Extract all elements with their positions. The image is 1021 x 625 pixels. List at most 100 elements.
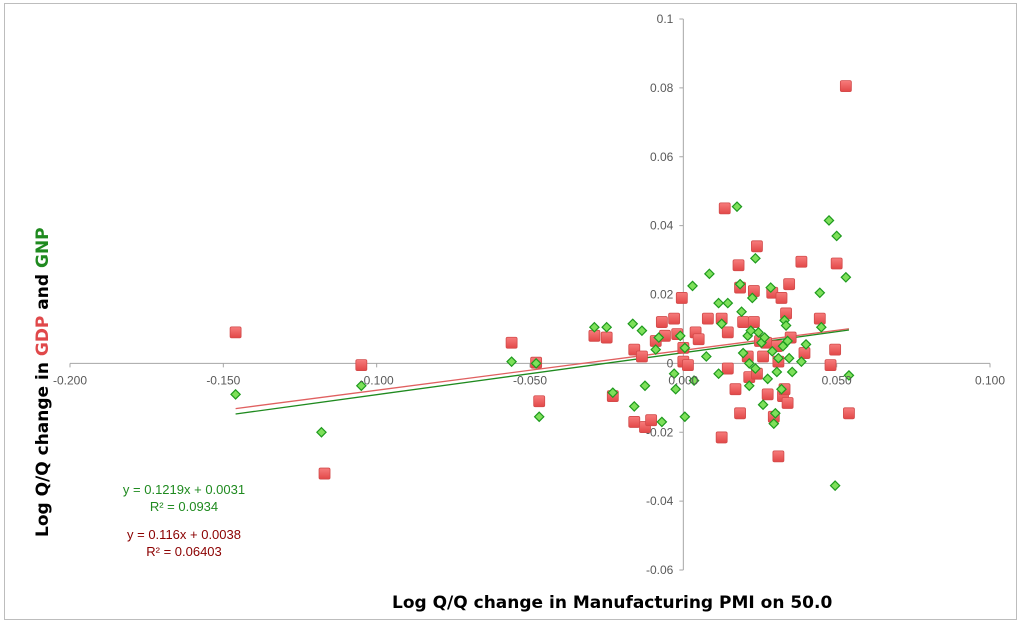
gdp-trend-r2: R² = 0.06403	[146, 544, 222, 559]
gnp-point	[737, 347, 749, 359]
gnp-point	[355, 380, 367, 392]
gnp-point	[768, 418, 780, 430]
gnp-point	[679, 342, 691, 354]
gnp-point	[506, 356, 518, 368]
gdp-point	[824, 359, 837, 371]
y-axis-title-part: Log Q/Q change in	[33, 356, 53, 537]
gnp-point	[782, 335, 794, 347]
gnp-series	[230, 201, 855, 492]
gnp-point	[650, 344, 662, 356]
chart-frame	[4, 3, 1017, 620]
gdp-point	[781, 397, 794, 409]
gnp-point	[601, 321, 613, 333]
gdp-point	[839, 80, 852, 93]
gnp-point	[776, 383, 787, 395]
gdp-point	[772, 450, 785, 463]
gnp-point	[670, 383, 682, 395]
gdp-point	[229, 326, 242, 339]
y-tick-label: -0.02	[646, 425, 674, 439]
y-tick-label: 0.04	[650, 219, 674, 233]
gnp-point	[757, 399, 769, 411]
gnp-point	[687, 280, 698, 292]
gnp-point	[814, 287, 826, 299]
gnp-point	[766, 345, 778, 357]
y-tick-label: -0.04	[646, 494, 674, 508]
gdp-point	[798, 347, 811, 359]
gnp-point	[607, 387, 619, 399]
gdp-point	[636, 350, 648, 363]
trendlines	[235, 328, 850, 415]
gdp-point	[718, 202, 731, 215]
gdp-point	[645, 414, 658, 427]
y-axis-title: Log Q/Q change in GDP and GNP	[33, 227, 53, 537]
gnp-trend-r2: R² = 0.0934	[150, 499, 218, 514]
gnp-point	[769, 407, 781, 419]
gdp-point	[751, 240, 763, 253]
y-axis-title-gnp: GNP	[33, 227, 53, 268]
gnp-point	[713, 297, 725, 309]
gnp-point	[765, 282, 777, 294]
gnp-point	[530, 357, 542, 369]
gnp-point	[713, 368, 725, 380]
x-tick-label: 0.000	[668, 373, 698, 387]
gnp-point	[762, 373, 774, 385]
y-axis-title-gdp: GDP	[33, 316, 53, 357]
gnp-point	[749, 363, 761, 374]
gdp-point	[830, 257, 843, 270]
gnp-point	[688, 375, 700, 387]
gnp-point	[700, 351, 712, 362]
gdp-point	[600, 331, 613, 344]
gdp-point	[747, 316, 760, 328]
gnp-point	[639, 380, 651, 392]
gnp-point	[653, 332, 665, 343]
gdp-trend-equation: y = 0.116x + 0.0038	[127, 527, 241, 542]
gnp-point	[749, 252, 761, 264]
gnp-point	[316, 426, 327, 438]
gnp-point	[636, 325, 648, 337]
gnp-point	[746, 292, 758, 304]
gdp-point	[721, 326, 734, 339]
x-tick-label: -0.200	[53, 373, 87, 387]
gdp-trendline	[235, 328, 850, 410]
gnp-point	[627, 318, 639, 330]
gnp-point	[829, 480, 841, 492]
gdp-point	[729, 383, 742, 396]
gnp-point	[800, 338, 812, 350]
y-tick-label: 0.06	[650, 150, 674, 164]
gnp-point	[815, 321, 827, 333]
y-tick-label: 0	[667, 356, 674, 370]
gnp-point	[674, 330, 686, 342]
gnp-point	[745, 325, 757, 337]
gdp-point	[318, 467, 331, 480]
x-tick-label: -0.100	[360, 373, 394, 387]
gdp-point	[505, 336, 518, 349]
gdp-point	[813, 312, 826, 325]
gdp-point	[668, 312, 681, 325]
x-tick-label: 0.050	[822, 373, 852, 387]
gdp-point	[775, 292, 788, 304]
gnp-point	[759, 332, 771, 343]
gnp-point	[734, 278, 746, 290]
gnp-point	[668, 368, 680, 380]
gdp-point	[732, 259, 745, 272]
gdp-point	[355, 359, 368, 371]
gnp-point	[628, 400, 640, 412]
y-tick-label: 0.1	[657, 12, 674, 26]
gdp-point	[783, 278, 796, 291]
x-tick-label: 0.100	[975, 373, 1005, 387]
y-tick-label: -0.06	[646, 563, 674, 577]
gnp-point	[679, 411, 691, 423]
gnp-point	[722, 297, 734, 309]
gnp-point	[588, 321, 600, 333]
gdp-point	[829, 343, 842, 356]
gnp-point	[831, 230, 843, 242]
gdp-point	[757, 350, 769, 363]
gnp-point	[840, 271, 852, 283]
gdp-series	[229, 80, 855, 480]
gnp-point	[656, 416, 668, 428]
x-tick-label: -0.050	[513, 373, 547, 387]
gdp-point	[761, 388, 774, 401]
x-axis-title: Log Q/Q change in Manufacturing PMI on 5…	[392, 593, 832, 613]
y-tick-label: 0.02	[650, 288, 674, 302]
